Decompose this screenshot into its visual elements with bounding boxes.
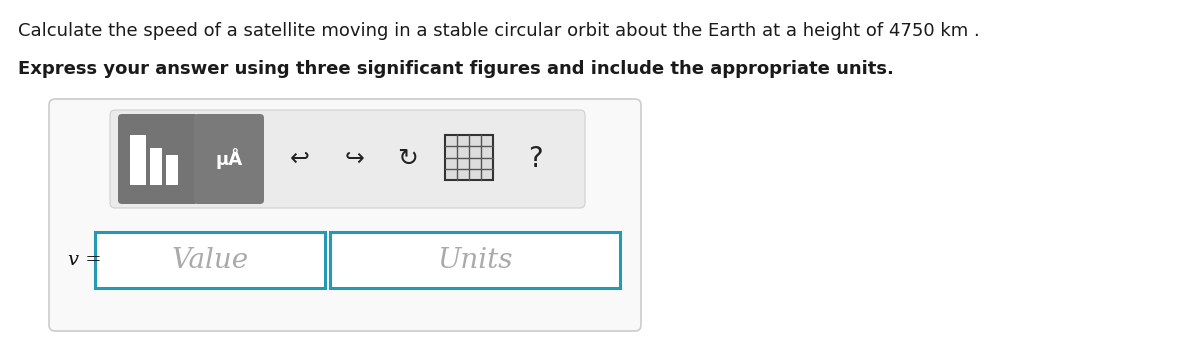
Text: Calculate the speed of a satellite moving in a stable circular orbit about the E: Calculate the speed of a satellite movin… xyxy=(18,22,979,40)
Text: ↪: ↪ xyxy=(346,147,365,171)
FancyBboxPatch shape xyxy=(445,135,493,180)
FancyBboxPatch shape xyxy=(194,114,264,204)
Text: ?: ? xyxy=(528,145,542,173)
Text: Value: Value xyxy=(172,246,248,273)
FancyBboxPatch shape xyxy=(166,155,178,185)
FancyBboxPatch shape xyxy=(130,135,146,185)
FancyBboxPatch shape xyxy=(330,232,620,288)
Text: Units: Units xyxy=(437,246,512,273)
Text: μÅ: μÅ xyxy=(215,149,242,170)
Text: ↩: ↩ xyxy=(290,147,310,171)
FancyBboxPatch shape xyxy=(110,110,586,208)
Text: ↻: ↻ xyxy=(397,147,419,171)
Text: v =: v = xyxy=(68,251,102,269)
FancyBboxPatch shape xyxy=(118,114,198,204)
FancyBboxPatch shape xyxy=(49,99,641,331)
FancyBboxPatch shape xyxy=(150,148,162,185)
FancyBboxPatch shape xyxy=(95,232,325,288)
Text: Express your answer using three significant figures and include the appropriate : Express your answer using three signific… xyxy=(18,60,894,78)
